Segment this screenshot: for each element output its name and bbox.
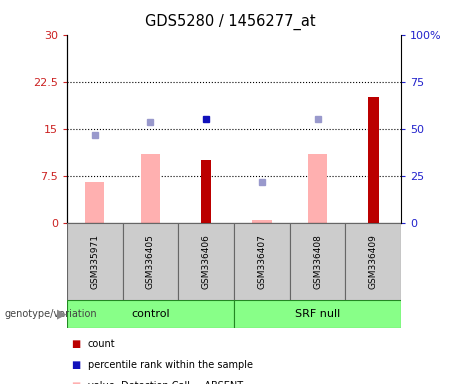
Bar — [123, 223, 178, 300]
Text: GSM336407: GSM336407 — [257, 234, 266, 288]
Bar — [234, 300, 401, 328]
Text: GDS5280 / 1456277_at: GDS5280 / 1456277_at — [145, 13, 316, 30]
Bar — [368, 97, 378, 223]
Text: GSM335971: GSM335971 — [90, 233, 99, 289]
Bar — [234, 223, 290, 300]
Text: ■: ■ — [71, 339, 81, 349]
Text: ▶: ▶ — [57, 308, 66, 320]
Bar — [290, 223, 345, 300]
Bar — [178, 223, 234, 300]
Text: percentile rank within the sample: percentile rank within the sample — [88, 360, 253, 370]
Text: GSM336408: GSM336408 — [313, 234, 322, 288]
Text: genotype/variation: genotype/variation — [5, 309, 97, 319]
Bar — [67, 300, 234, 328]
Bar — [67, 223, 123, 300]
Text: GSM336405: GSM336405 — [146, 234, 155, 288]
Bar — [201, 160, 212, 223]
Text: ■: ■ — [71, 381, 81, 384]
Bar — [308, 154, 327, 223]
Bar — [252, 220, 272, 223]
Text: control: control — [131, 309, 170, 319]
Text: ■: ■ — [71, 360, 81, 370]
Text: SRF null: SRF null — [295, 309, 340, 319]
Text: GSM336409: GSM336409 — [369, 234, 378, 288]
Bar — [141, 154, 160, 223]
Bar — [345, 223, 401, 300]
Bar — [85, 182, 105, 223]
Text: count: count — [88, 339, 115, 349]
Text: value, Detection Call = ABSENT: value, Detection Call = ABSENT — [88, 381, 242, 384]
Text: GSM336406: GSM336406 — [201, 234, 211, 288]
